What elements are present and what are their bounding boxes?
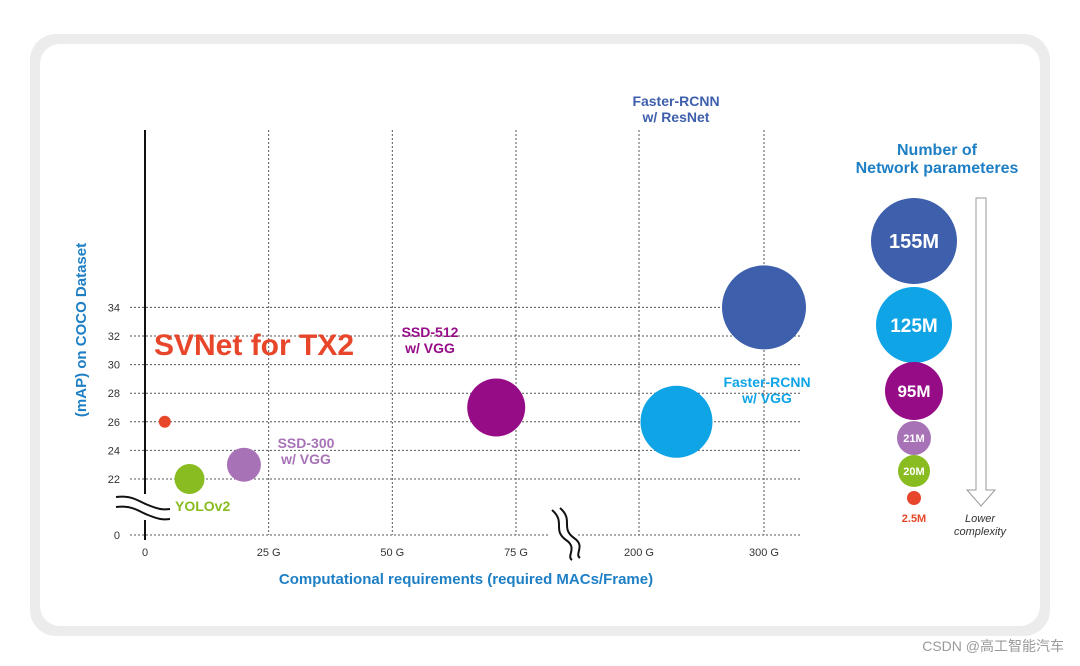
x-tick-label: 50 G [380, 547, 404, 559]
y-tick-label: 24 [108, 445, 120, 457]
lower-complexity-note: complexity [954, 526, 1007, 538]
y-axis-break-icon [115, 495, 171, 511]
x-axis-break-icon [559, 507, 581, 559]
y-axis-break-icon [115, 505, 171, 521]
legend-label: 125M [890, 316, 938, 337]
legend-label: 2.5M [902, 513, 926, 525]
y-tick-label: 30 [108, 360, 120, 372]
faster-rcnn-resnet-label: w/ ResNet [642, 109, 710, 125]
y-axis-title: (mAP) on COCO Dataset [73, 243, 90, 417]
faster-rcnn-resnet-label: Faster-RCNN [632, 93, 719, 109]
watermark: CSDN @高工智能汽车 [922, 638, 1064, 654]
data-point [226, 447, 261, 482]
grid [130, 130, 800, 536]
y-tick-label: 26 [108, 417, 120, 429]
legend-swatch [876, 287, 952, 363]
tick-labels: 0 22 24 26 28 30 32 34 0 25 G 50 G 75 G 200 G 300 G [108, 302, 779, 559]
axes [110, 130, 581, 563]
ssd300-label: SSD-300 [278, 435, 335, 451]
ssd512-label: w/ VGG [404, 340, 455, 356]
x-axis-title: Computational requirements (required MAC… [279, 571, 653, 588]
legend-swatch [898, 455, 930, 487]
ssd512-label: SSD-512 [402, 324, 459, 340]
data-point [722, 265, 806, 350]
legend-swatch [871, 198, 957, 284]
x-tick-label: 200 G [624, 547, 654, 559]
legend-label: 95M [897, 382, 930, 401]
legend-label: 21M [903, 433, 924, 445]
svnet-label: SVNet for TX2 [154, 329, 354, 362]
x-tick-label: 300 G [749, 547, 779, 559]
data-points [158, 265, 806, 494]
y-tick-label: 28 [108, 388, 120, 400]
legend-title: Number of [897, 142, 978, 159]
y-tick-label: 22 [108, 474, 120, 486]
legend-title: Network parameteres [856, 160, 1019, 177]
chart-panel [40, 44, 1040, 626]
yolo-label: YOLOv2 [175, 498, 230, 514]
legend-swatch [897, 421, 931, 455]
x-tick-label: 75 G [504, 547, 528, 559]
faster-rcnn-vgg-label: w/ VGG [741, 390, 792, 406]
data-point [640, 385, 713, 458]
faster-rcnn-vgg-label: Faster-RCNN [723, 374, 810, 390]
data-point [158, 415, 171, 428]
data-point [174, 464, 205, 494]
legend-label: 20M [903, 466, 924, 478]
legend-swatch [885, 362, 943, 420]
y-tick-label: 34 [108, 302, 120, 314]
x-break-mask [548, 505, 578, 563]
x-tick-label: 0 [142, 547, 148, 559]
lower-complexity-note: Lower [965, 513, 996, 525]
down-arrow-icon [965, 197, 997, 507]
legend-swatch [907, 491, 921, 505]
y-tick-label: 32 [108, 331, 120, 343]
y-tick-label: 0 [114, 530, 120, 542]
x-axis-break-icon [551, 509, 573, 561]
legend-label: 155M [889, 231, 939, 253]
x-tick-label: 25 G [257, 547, 281, 559]
ssd300-label: w/ VGG [280, 451, 331, 467]
data-point [467, 378, 526, 437]
